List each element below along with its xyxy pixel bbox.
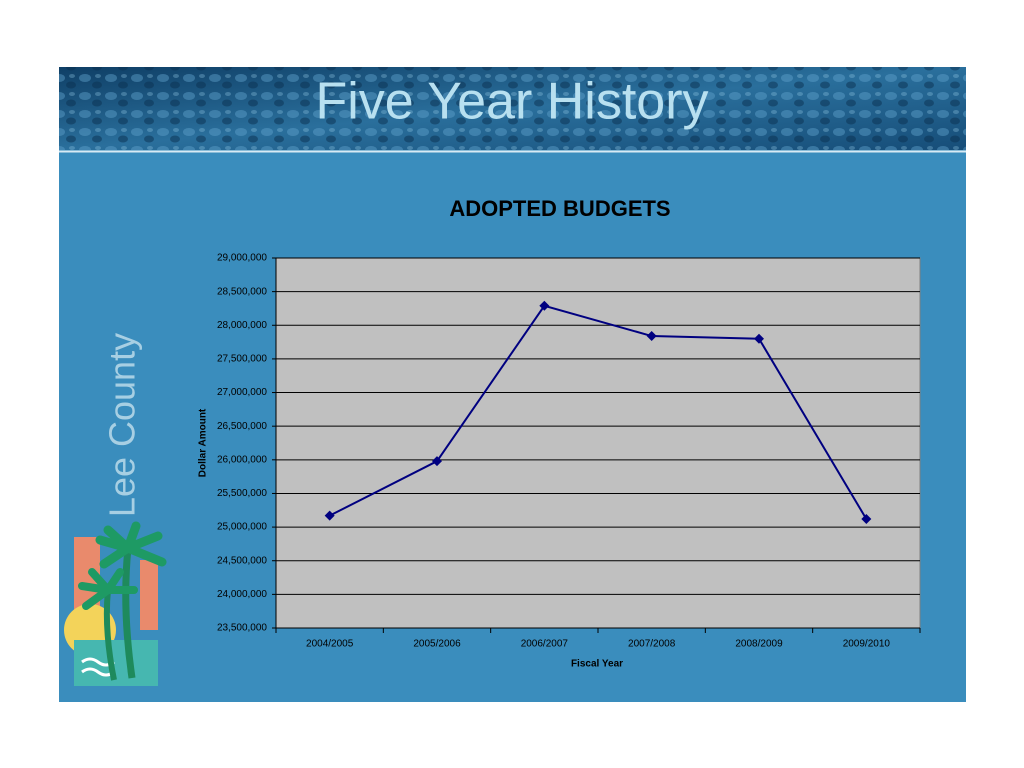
x-axis-label: Fiscal Year [571, 659, 623, 670]
y-tick-label: 27,000,000 [217, 387, 267, 398]
x-tick-label: 2006/2007 [521, 639, 569, 650]
series-line [329, 304, 868, 520]
y-tick-label: 27,500,000 [217, 354, 267, 365]
header-texture [59, 67, 966, 150]
y-tick-label: 29,000,000 [217, 253, 267, 264]
chart-title: ADOPTED BUDGETS [449, 196, 670, 221]
x-tick-label: 2009/2010 [843, 639, 891, 650]
x-tick-label: 2007/2008 [628, 639, 676, 650]
slide-title: Five Year History [315, 73, 708, 131]
y-tick-label: 25,000,000 [217, 522, 267, 533]
logo-text: Lee County [102, 333, 143, 517]
plot-area [275, 257, 921, 629]
y-tick-label: 23,500,000 [217, 623, 267, 634]
y-tick-label: 24,500,000 [217, 555, 267, 566]
chart: 23,500,000 24,000,000 24,500,000 25,000,000… [217, 253, 921, 650]
data-point [861, 514, 872, 525]
y-tick-label: 24,000,000 [217, 589, 267, 600]
x-tick-label: 2004/2005 [306, 639, 354, 650]
data-point [539, 300, 550, 311]
y-tick-label: 26,500,000 [217, 421, 267, 432]
y-tick-label: 25,500,000 [217, 488, 267, 499]
x-tick-label: 2008/2009 [735, 639, 783, 650]
data-point [324, 510, 335, 521]
y-tick-label: 28,000,000 [217, 320, 267, 331]
data-point [646, 331, 657, 342]
y-tick-label: 26,000,000 [217, 454, 267, 465]
y-axis-label: Dollar Amount [198, 408, 209, 477]
y-tick-label: 28,500,000 [217, 286, 267, 297]
data-point [432, 456, 442, 467]
data-point [754, 333, 764, 344]
x-tick-label: 2005/2006 [413, 639, 461, 650]
logo: Lee County [64, 333, 167, 686]
